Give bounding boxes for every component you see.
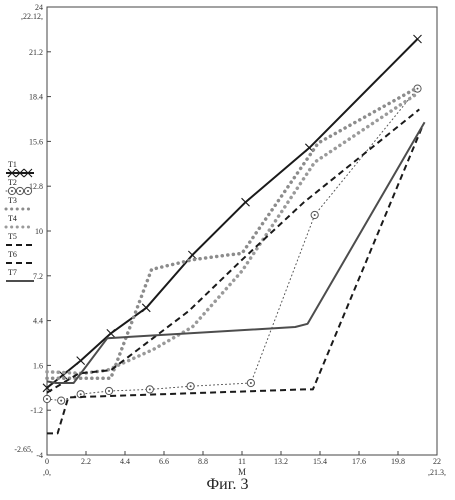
x-tick-label: 2.2 [81,457,91,466]
y-max-label: ,22.12, [21,12,43,21]
legend-label: T6 [8,250,17,259]
y-tick-label: 24 [35,3,43,12]
series-T5 [47,109,419,392]
y-tick-label: 15.6 [29,137,43,146]
y-tick-label: 1.6 [33,361,43,370]
legend: T1 T2 T3 T4 T5 T6 T7 [6,160,34,281]
y-tick-label: 7.2 [33,272,43,281]
series-line-T1 [47,39,418,388]
x-tick-label: 15.4 [313,457,327,466]
x-tick-label: 17.6 [352,457,366,466]
data-point-circle-center [19,190,21,192]
legend-label: T1 [8,160,17,169]
x-tick-label: 0 [45,457,49,466]
y-tick-label: 10 [35,227,43,236]
y-tick-label: 4.4 [33,317,43,326]
x-tick-label: 4.4 [120,457,130,466]
legend-item-T5: T5 [6,232,34,245]
x-tick-label: 13.2 [274,457,288,466]
legend-item-T4: T4 [6,214,34,227]
data-point-circle-center [46,398,48,400]
data-point-x-marker [77,357,85,365]
legend-item-T3: T3 [6,196,34,209]
data-point-circle-center [60,400,62,402]
data-point-circle-center [417,88,419,90]
data-point-x-marker [142,304,150,312]
x-tick-label: 22 [433,457,441,466]
data-point-circle-center [250,382,252,384]
figure-caption: Фиг. 3 [0,476,455,494]
data-point-circle-center [190,385,192,387]
x-tick-label: 11 [238,457,246,466]
legend-item-T1: T1 [6,160,34,177]
y-min-label: -2.65, [14,445,33,454]
legend-item-T7: T7 [6,268,34,281]
x-tick-label: 6.6 [159,457,169,466]
legend-label: T2 [8,178,17,187]
y-tick-label: -4 [36,451,43,460]
x-tick-label: 19.8 [391,457,405,466]
legend-label: T4 [8,214,17,223]
y-tick-label: 18.4 [29,93,43,102]
data-point-circle-center [27,190,29,192]
series-T1 [43,35,422,392]
data-point-circle-center [80,393,82,395]
data-point-circle-center [11,190,13,192]
data-point-circle-center [149,388,151,390]
data-point-x-marker [188,251,196,259]
data-point-x-marker [414,35,422,43]
legend-label: T5 [8,232,17,241]
series-line-T2 [47,89,418,401]
data-point-circle-center [108,390,110,392]
series-lines [43,35,425,433]
series-line-T5 [47,109,419,392]
data-point-x-marker [107,329,115,337]
data-point-x-marker [242,198,250,206]
x-tick-label: 8.8 [198,457,208,466]
y-tick-label: -1.2 [30,406,43,415]
legend-label: T3 [8,196,17,205]
data-point-circle-center [314,214,316,216]
legend-label: T7 [8,268,17,277]
series-line-T7 [47,122,425,383]
legend-item-T6: T6 [6,250,34,263]
series-T7 [47,122,425,383]
series-T2 [43,85,421,404]
y-tick-label: 21.2 [29,48,43,57]
